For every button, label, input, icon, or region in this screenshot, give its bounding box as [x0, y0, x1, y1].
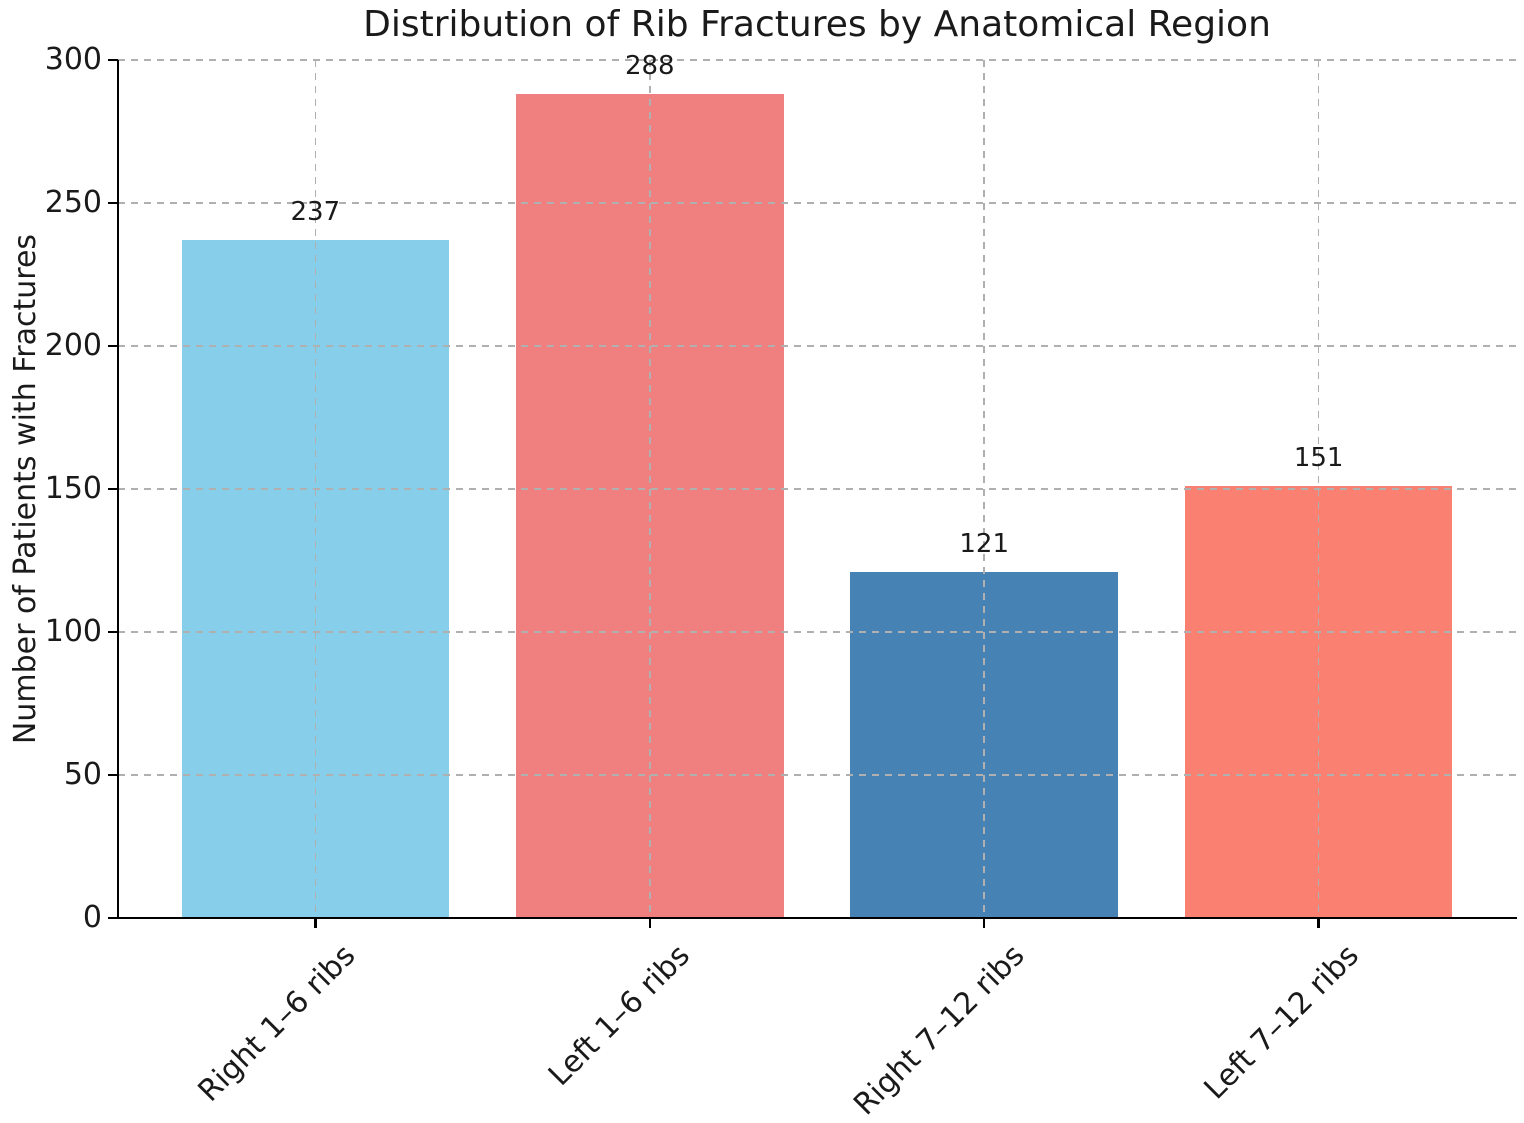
- bar-value-label: 151: [1293, 443, 1344, 474]
- gridline-horizontal: [118, 488, 1516, 490]
- y-tick-mark: [108, 916, 118, 920]
- x-tick-mark: [648, 918, 651, 928]
- y-tick-mark: [108, 344, 118, 348]
- gridline-vertical: [1317, 60, 1320, 918]
- gridline-horizontal: [118, 59, 1516, 61]
- y-tick-label: 250: [44, 185, 102, 220]
- bar-value-label: 288: [624, 51, 675, 82]
- gridline-vertical: [314, 60, 317, 918]
- gridline-vertical: [648, 60, 651, 918]
- x-tick-label: Right 7–12 ribs: [846, 938, 1031, 1123]
- y-tick-label: 300: [44, 42, 102, 77]
- x-axis-spine: [116, 916, 1518, 920]
- x-tick-label: Left 1–6 ribs: [541, 938, 697, 1093]
- chart-title: Distribution of Rib Fractures by Anatomi…: [363, 4, 1271, 45]
- gridline-horizontal: [118, 631, 1516, 633]
- y-tick-label: 200: [44, 328, 102, 363]
- y-tick-mark: [108, 630, 118, 634]
- x-tick-label: Right 1–6 ribs: [191, 938, 363, 1109]
- x-tick-mark: [314, 918, 317, 928]
- y-tick-mark: [108, 487, 118, 491]
- y-axis-spine: [116, 60, 120, 920]
- y-tick-label: 50: [63, 757, 102, 792]
- gridline-vertical: [983, 60, 986, 918]
- y-tick-label: 150: [44, 471, 102, 506]
- y-tick-mark: [108, 201, 118, 205]
- x-tick-mark: [983, 918, 986, 928]
- bar-value-label: 237: [290, 197, 341, 228]
- x-tick-label: Left 7–12 ribs: [1197, 938, 1366, 1107]
- gridline-horizontal: [118, 774, 1516, 776]
- bar-value-label: 121: [959, 528, 1010, 559]
- gridline-horizontal: [118, 345, 1516, 347]
- y-tick-label: 0: [82, 900, 102, 935]
- y-tick-label: 100: [44, 614, 102, 649]
- x-tick-mark: [1317, 918, 1320, 928]
- y-tick-mark: [108, 773, 118, 777]
- gridline-horizontal: [118, 202, 1516, 204]
- y-tick-mark: [108, 58, 118, 62]
